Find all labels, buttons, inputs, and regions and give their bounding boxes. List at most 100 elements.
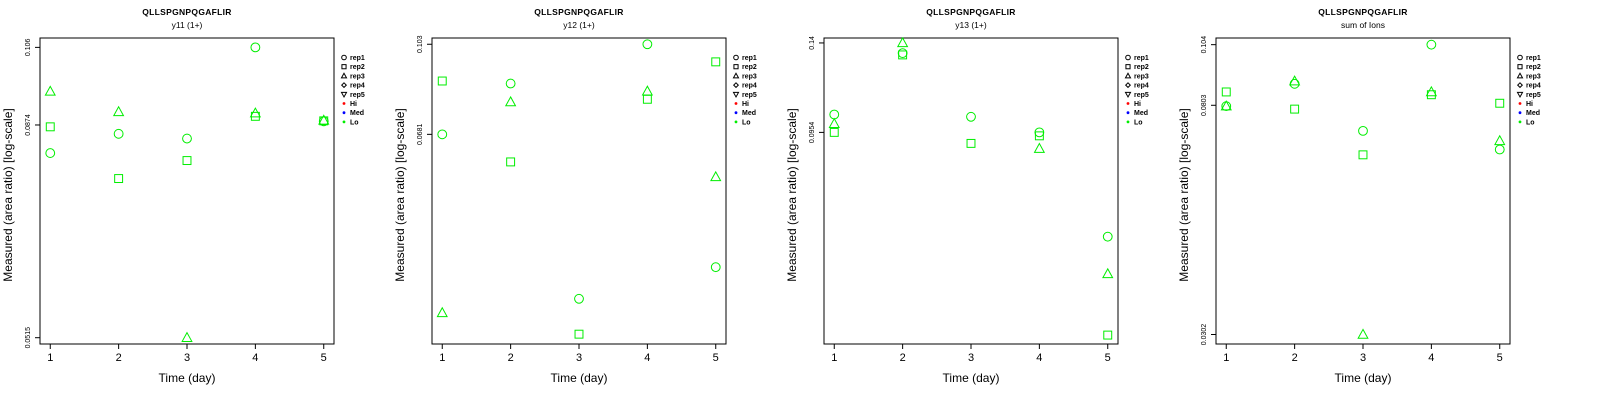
x-axis-label: Time (day) <box>1335 371 1392 385</box>
y-tick-label: 0.0681 <box>417 124 424 146</box>
data-point-triangle-up <box>828 117 840 128</box>
legend-label-med: Med <box>742 110 756 117</box>
x-tick-label: 2 <box>116 352 122 364</box>
y-axis-label: Measured (area ratio) [log-scale] <box>1 108 15 281</box>
x-tick-label: 1 <box>439 352 445 364</box>
legend-label-rep4: rep4 <box>350 83 365 90</box>
data-point-circle <box>250 42 261 53</box>
legend-marker-med <box>1126 111 1130 115</box>
legend-marker-hi <box>734 102 738 105</box>
legend-marker-rep4 <box>1124 82 1132 89</box>
legend-label-med: Med <box>350 110 364 117</box>
legend-marker-rep4 <box>340 82 348 89</box>
x-tick-label: 5 <box>713 352 719 364</box>
y-tick-label: 0.0803 <box>1201 94 1208 116</box>
x-tick-label: 4 <box>1036 352 1042 364</box>
x-tick-label: 1 <box>47 352 53 364</box>
y-tick-label: 0.106 <box>25 39 32 57</box>
data-point-square <box>966 138 976 148</box>
data-point-square <box>711 57 721 67</box>
chart-panel-y12: QLLSPGNPQGAFLIR y12 (1+) 1 2 3 4 5 0.0681 0.103 T… <box>392 0 784 400</box>
chart-panel-y13: QLLSPGNPQGAFLIR y13 (1+) 1 2 3 4 5 0.0954 0.14 Ti… <box>784 0 1176 400</box>
data-point-triangle-up <box>504 95 517 107</box>
data-point-square <box>1358 150 1368 160</box>
data-point-square <box>1495 98 1505 108</box>
chart-title: QLLSPGNPQGAFLIR <box>142 7 232 17</box>
chart-svg: QLLSPGNPQGAFLIR y12 (1+) 1 2 3 4 5 0.0681 0.103 T… <box>393 7 757 385</box>
plot-frame <box>431 37 727 345</box>
legend-label-rep4: rep4 <box>1526 83 1541 90</box>
x-tick-label: 4 <box>644 352 650 364</box>
x-axis-label: Time (day) <box>943 371 1000 385</box>
data-point-square <box>319 116 329 126</box>
x-axis-label: Time (day) <box>159 371 216 385</box>
data-point-circle <box>1426 39 1437 50</box>
chart-svg: QLLSPGNPQGAFLIR sum of Ions 1 2 3 4 5 0.0302 0.0… <box>1177 7 1541 385</box>
legend-label-rep1: rep1 <box>350 55 365 62</box>
data-point-triangle-up <box>112 105 125 117</box>
x-tick-label: 5 <box>321 352 327 364</box>
legend-label-lo: Lo <box>350 119 359 126</box>
x-tick-label: 1 <box>831 352 837 364</box>
chart-title: QLLSPGNPQGAFLIR <box>926 7 1016 17</box>
y-axis-label: Measured (area ratio) [log-scale] <box>1177 108 1191 281</box>
legend-label-hi: Hi <box>350 101 357 108</box>
legend-marker-rep1 <box>733 54 739 61</box>
legend-marker-rep2 <box>733 64 739 70</box>
data-point-circle <box>45 148 56 158</box>
chart-subtitle: sum of Ions <box>1341 20 1385 30</box>
legend-marker-rep5 <box>732 91 740 98</box>
x-tick-label: 2 <box>508 352 514 364</box>
legend-marker-lo <box>1126 120 1130 124</box>
legend-label-hi: Hi <box>1134 101 1141 108</box>
legend-marker-rep1 <box>1125 54 1131 61</box>
data-point-square <box>1103 330 1113 340</box>
data-point-circle <box>505 78 516 89</box>
x-tick-label: 4 <box>252 352 258 364</box>
data-point-triangle-up <box>436 306 448 318</box>
data-point-circle <box>1034 127 1045 138</box>
legend-marker-lo <box>342 120 346 124</box>
legend-marker-hi <box>1518 102 1522 105</box>
legend-marker-rep3 <box>1124 72 1132 79</box>
chart-subtitle: y12 (1+) <box>563 20 595 30</box>
data-point-square <box>182 156 192 166</box>
legend-label-rep2: rep2 <box>350 64 365 71</box>
x-tick-label: 3 <box>968 352 974 364</box>
legend-label-rep5: rep5 <box>1526 92 1541 99</box>
data-point-circle <box>182 133 192 144</box>
data-point-circle <box>1494 144 1505 155</box>
x-tick-label: 2 <box>900 352 906 364</box>
legend-marker-rep3 <box>1516 72 1524 79</box>
y-tick-label: 0.104 <box>1201 36 1208 54</box>
data-point-square <box>1221 87 1231 97</box>
legend-label-med: Med <box>1526 110 1540 117</box>
legend-marker-rep5 <box>340 91 348 98</box>
legend-label-hi: Hi <box>1526 101 1533 108</box>
legend-label-rep4: rep4 <box>742 83 757 90</box>
data-point-square <box>1034 131 1044 141</box>
legend-marker-rep4 <box>1516 82 1524 89</box>
legend-marker-lo <box>734 120 738 124</box>
legend-label-rep5: rep5 <box>350 92 365 99</box>
legend-label-rep1: rep1 <box>1134 55 1149 62</box>
data-point-triangle-up <box>249 107 262 118</box>
chart-subtitle: y13 (1+) <box>955 20 987 30</box>
plot-frame <box>1215 37 1511 345</box>
data-point-circle <box>897 48 908 59</box>
legend-marker-rep5 <box>1124 91 1132 98</box>
legend-label-med: Med <box>1134 110 1148 117</box>
x-tick-label: 4 <box>1428 352 1434 364</box>
data-point-circle <box>1102 231 1113 242</box>
x-axis-label: Time (day) <box>551 371 608 385</box>
legend-marker-rep2 <box>341 64 347 70</box>
x-tick-label: 2 <box>1292 352 1298 364</box>
data-point-circle <box>642 39 653 50</box>
data-point-triangle-up <box>181 331 193 342</box>
data-point-triangle-up <box>318 114 330 125</box>
legend-label-hi: Hi <box>742 101 749 108</box>
legend-label-rep3: rep3 <box>1526 73 1541 80</box>
data-point-triangle-up <box>1102 267 1114 279</box>
legend-marker-rep4 <box>732 82 740 89</box>
